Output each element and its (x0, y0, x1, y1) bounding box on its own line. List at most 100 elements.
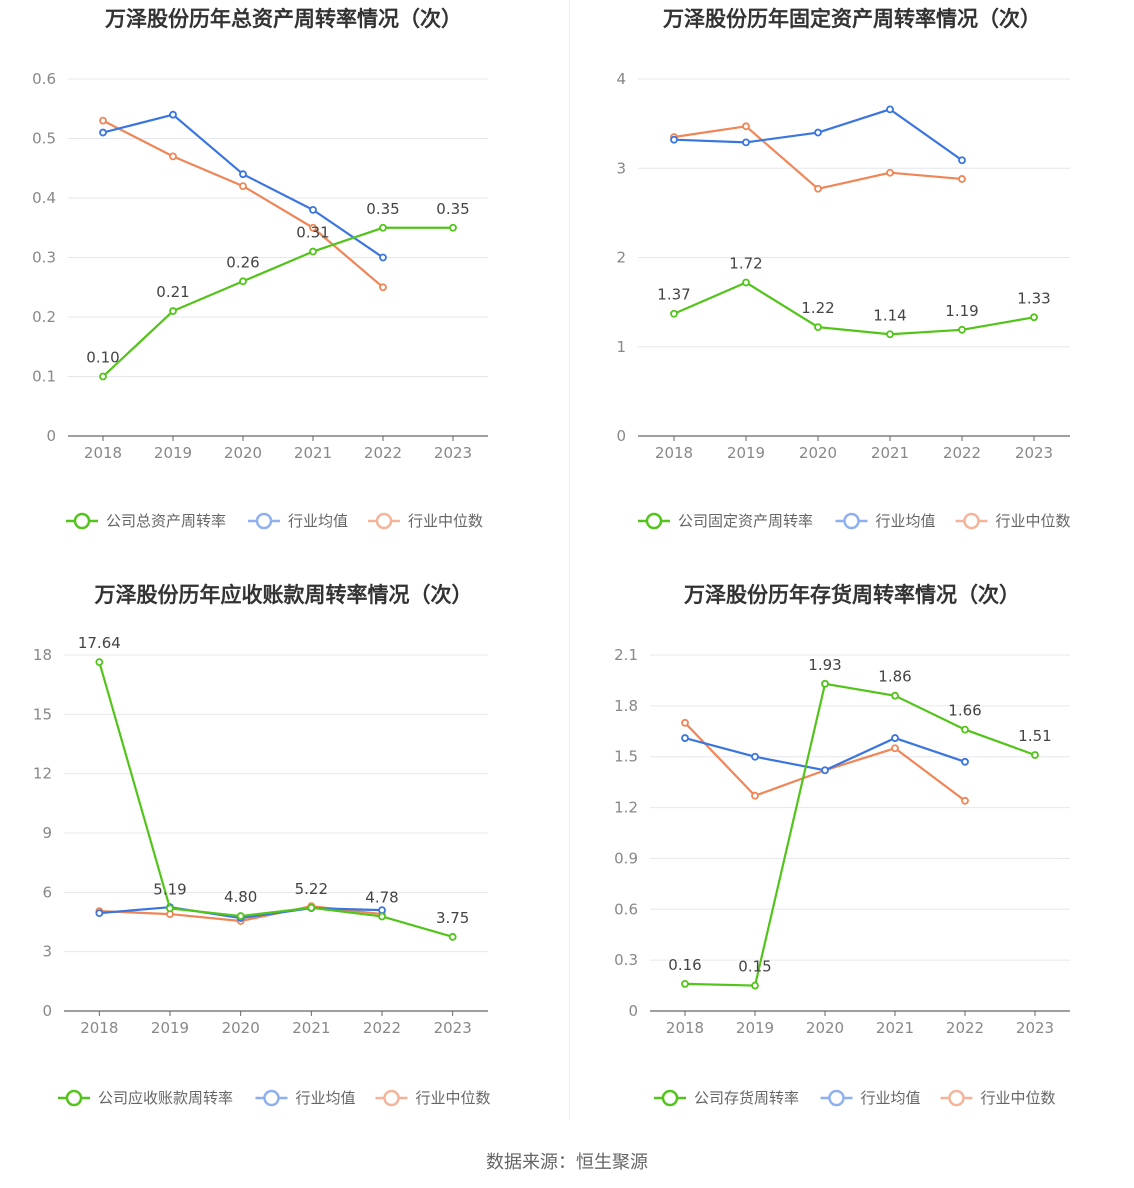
series-line-company (102, 226, 453, 378)
data-point-industry-median[interactable] (379, 283, 387, 292)
data-point-company[interactable] (891, 691, 899, 700)
legend-label: 行业均值 (861, 1089, 921, 1107)
data-point-company[interactable] (681, 979, 689, 988)
data-point-industry-median[interactable] (958, 175, 966, 183)
data-label: 1.14 (873, 306, 906, 324)
series-line-company (673, 281, 1035, 336)
data-point-company[interactable] (309, 247, 317, 256)
chart-title: 万泽股份历年固定资产周转率情况（次） (662, 7, 1041, 31)
data-point-company[interactable] (449, 223, 457, 232)
legend-item-industry-avg[interactable]: 行业均值 (820, 1089, 921, 1107)
legend-item-industry-median[interactable]: 行业中位数 (955, 512, 1071, 530)
data-point-industry-median[interactable] (814, 184, 822, 193)
data-point-company[interactable] (307, 903, 316, 912)
data-point-industry-median[interactable] (961, 796, 969, 805)
data-point-industry-avg[interactable] (961, 757, 969, 766)
data-point-industry-avg[interactable] (886, 105, 894, 114)
data-point-industry-median[interactable] (886, 168, 894, 177)
data-point-company[interactable] (448, 932, 457, 941)
x-tick-label: 2019 (736, 1019, 774, 1037)
data-point-company[interactable] (821, 679, 829, 688)
data-label: 0.26 (226, 253, 259, 271)
data-point-industry-avg[interactable] (742, 138, 750, 147)
data-point-industry-median[interactable] (309, 223, 317, 232)
legend-item-company[interactable]: 公司固定资产周转率 (638, 512, 813, 530)
y-tick-label: 0 (628, 1002, 638, 1020)
data-point-company[interactable] (166, 904, 174, 913)
data-point-company[interactable] (670, 309, 678, 318)
data-point-industry-avg[interactable] (239, 170, 247, 179)
legend-label: 公司应收账款周转率 (98, 1089, 233, 1107)
chart-svg: 万泽股份历年总资产周转率情况（次） 0 0.1 0.2 0.3 0.4 0.5 0.6 2018… (32, 7, 488, 530)
x-tick-label: 2018 (84, 444, 122, 462)
data-point-industry-avg[interactable] (681, 734, 689, 742)
legend-item-industry-avg[interactable]: 行业均值 (835, 512, 936, 530)
x-tick-label: 2022 (364, 444, 402, 462)
data-point-company[interactable] (886, 330, 894, 339)
legend-item-company[interactable]: 公司总资产周转率 (66, 512, 226, 530)
data-label: 4.78 (365, 888, 398, 906)
data-point-industry-avg[interactable] (99, 128, 107, 137)
data-label: 5.19 (153, 880, 186, 898)
data-point-company[interactable] (958, 325, 966, 334)
data-point-industry-avg[interactable] (95, 909, 104, 918)
data-point-industry-avg[interactable] (670, 135, 678, 144)
data-point-industry-avg[interactable] (891, 734, 899, 742)
data-point-industry-median[interactable] (681, 718, 689, 727)
chart-svg: 万泽股份历年固定资产周转率情况（次） 0 1 2 3 4 2018 2019 2020 2021 2… (616, 7, 1071, 530)
data-point-company[interactable] (1030, 313, 1038, 322)
data-point-company[interactable] (751, 981, 759, 990)
data-point-industry-avg[interactable] (958, 156, 966, 165)
legend-item-industry-median[interactable]: 行业中位数 (375, 1089, 491, 1107)
data-point-industry-avg[interactable] (169, 110, 177, 119)
data-point-company[interactable] (742, 278, 750, 287)
y-tick-label: 0.2 (32, 308, 56, 326)
data-point-industry-median[interactable] (742, 122, 750, 131)
data-label: 0.10 (86, 349, 119, 367)
data-point-company[interactable] (95, 658, 104, 667)
legend-item-industry-avg[interactable]: 行业均值 (255, 1089, 356, 1107)
data-point-company[interactable] (99, 372, 107, 381)
data-point-company[interactable] (378, 912, 386, 921)
legend-label: 公司总资产周转率 (106, 512, 226, 530)
legend-item-industry-median[interactable]: 行业中位数 (940, 1089, 1056, 1107)
legend-marker (661, 1089, 679, 1107)
data-point-industry-avg[interactable] (751, 752, 759, 761)
legend-item-company[interactable]: 公司应收账款周转率 (58, 1089, 233, 1107)
legend-item-company[interactable]: 公司存货周转率 (654, 1089, 799, 1107)
data-point-industry-median[interactable] (751, 791, 759, 800)
legend-label: 行业均值 (296, 1089, 356, 1107)
data-point-company[interactable] (236, 912, 245, 920)
data-point-industry-median[interactable] (891, 744, 899, 753)
legend-label: 行业中位数 (408, 512, 483, 530)
data-point-industry-avg[interactable] (378, 906, 386, 915)
legend-marker (375, 512, 393, 530)
data-point-industry-avg[interactable] (379, 253, 387, 262)
data-point-industry-avg[interactable] (821, 766, 829, 775)
legend-item-industry-median[interactable]: 行业中位数 (368, 512, 483, 530)
y-tick-label: 0.6 (614, 900, 638, 918)
data-point-industry-avg[interactable] (309, 205, 317, 214)
legend-label: 行业中位数 (981, 1089, 1056, 1107)
data-point-company[interactable] (814, 323, 822, 332)
data-point-company[interactable] (239, 277, 247, 286)
chart-title: 万泽股份历年总资产周转率情况（次） (104, 7, 462, 31)
data-point-company[interactable] (169, 307, 177, 315)
y-tick-label: 1.5 (614, 748, 638, 766)
y-tick-label: 0 (42, 1002, 52, 1020)
legend-marker (383, 1089, 400, 1107)
data-source: 数据来源：恒生聚源 (486, 1152, 648, 1173)
data-point-industry-median[interactable] (169, 152, 177, 161)
y-tick-label: 3 (42, 943, 52, 961)
series-line-company (684, 682, 1036, 987)
data-point-industry-median[interactable] (99, 116, 107, 125)
data-point-industry-avg[interactable] (814, 128, 822, 137)
legend-item-industry-avg[interactable]: 行业均值 (248, 512, 348, 530)
data-point-company[interactable] (961, 725, 969, 734)
legend-marker (963, 512, 980, 530)
data-point-company[interactable] (1031, 751, 1039, 759)
data-label: 0.21 (156, 283, 189, 301)
x-tick-label: 2020 (806, 1019, 844, 1037)
data-point-industry-median[interactable] (239, 182, 247, 191)
data-point-company[interactable] (379, 223, 387, 232)
